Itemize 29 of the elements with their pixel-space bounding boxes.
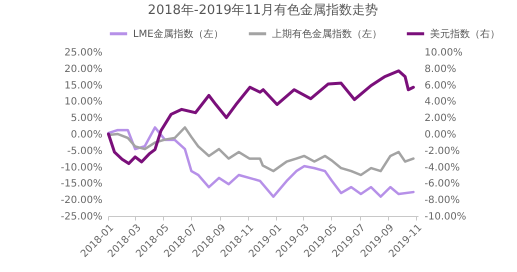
y2-tick-label: 6.00%	[424, 80, 456, 92]
y-tick-label: -10.00%	[60, 162, 102, 174]
legend-label: 上期有色金属指数（左）	[272, 28, 382, 40]
y2-tick-label: -10.00%	[424, 212, 466, 222]
y2-tick-label: -2.00%	[424, 146, 460, 157]
y2-tick-label: 2.00%	[424, 113, 456, 124]
legend-label: 美元指数（右）	[430, 28, 500, 40]
line-series	[107, 126, 415, 176]
y2-tick-label: 4.00%	[424, 96, 456, 108]
y-tick-label: 10.00%	[64, 96, 102, 108]
line-series	[106, 69, 415, 166]
y-tick-label: 15.00%	[64, 80, 102, 92]
legend-label: LME金属指数（左）	[133, 28, 224, 40]
line-series	[107, 126, 415, 198]
y-tick-label: 5.00%	[70, 113, 102, 124]
y-tick-label: -20.00%	[60, 195, 102, 206]
y-tick-label: -25.00%	[60, 212, 102, 222]
y-tick-label: 20.00%	[64, 64, 102, 75]
chart-title: 2018年-2019年11月有色金属指数走势	[148, 3, 378, 18]
y2-tick-label: 8.00%	[424, 64, 456, 75]
y-tick-label: 25.00%	[64, 48, 102, 58]
y2-tick-label: -8.00%	[424, 195, 460, 206]
y-tick-label: -5.00%	[67, 146, 102, 157]
y-tick-label: -15.00%	[60, 178, 102, 190]
y2-tick-label: 10.00%	[424, 48, 463, 58]
y2-tick-label: 0.00%	[424, 130, 456, 140]
y2-tick-label: -6.00%	[424, 178, 460, 190]
y2-tick-label: -4.00%	[424, 162, 460, 174]
y-tick-label: 0.00%	[70, 130, 102, 140]
